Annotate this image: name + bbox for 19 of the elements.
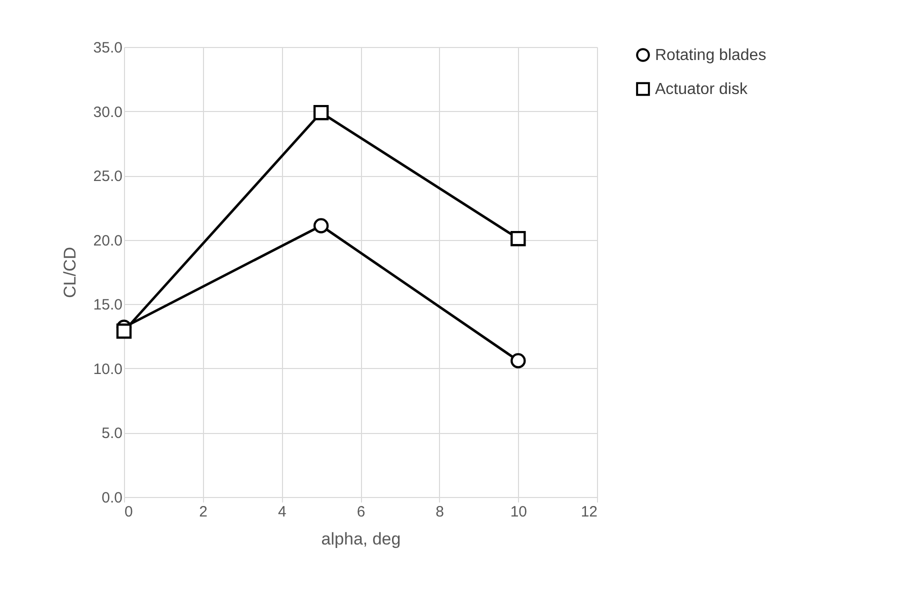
x-tick-label: 12 xyxy=(580,504,598,520)
y-axis-title: CL/CD xyxy=(60,246,80,298)
x-tick-label: 6 xyxy=(356,504,366,520)
y-tick-label: 25.0 xyxy=(93,168,122,186)
x-tick-label: 2 xyxy=(199,504,208,520)
x-axis-title: alpha, deg xyxy=(321,530,401,548)
y-tick-label: 0.0 xyxy=(102,490,122,506)
y-tick-label: 15.0 xyxy=(93,296,122,314)
x-tick-label: 4 xyxy=(278,504,286,520)
y-tick-label: 30.0 xyxy=(93,104,122,121)
x-tick-label: 10 xyxy=(510,504,528,520)
legend-label: Actuator disk xyxy=(655,81,748,98)
y-tick-label: 5.0 xyxy=(102,425,122,442)
x-tick-label: 0 xyxy=(124,504,133,520)
y-tick-label: 10.0 xyxy=(93,360,122,378)
x-tick-label: 8 xyxy=(436,504,444,520)
legend-label: Rotating blades xyxy=(655,47,766,64)
y-tick-label: 20.0 xyxy=(93,232,122,250)
y-tick-label: 35.0 xyxy=(93,40,122,56)
